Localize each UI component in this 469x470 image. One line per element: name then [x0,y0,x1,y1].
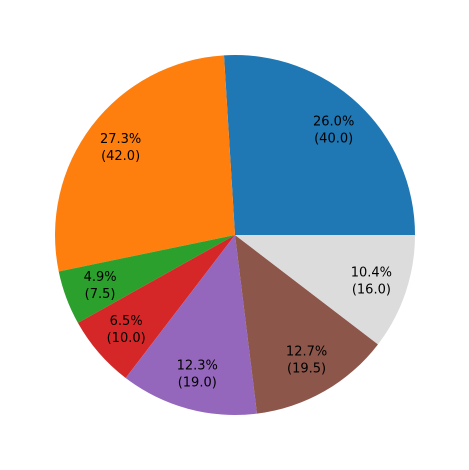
slice-percent-label-0: 26.0% [313,115,354,130]
slice-value-label-6: (16.0) [352,283,391,298]
slice-percent-label-6: 10.4% [351,266,392,281]
pie-slice-6 [235,235,415,345]
pie-slice-5 [235,235,378,414]
slice-value-label-1: (42.0) [101,149,140,164]
slice-percent-label-5: 12.7% [286,344,327,359]
slice-value-label-5: (19.5) [287,361,326,376]
labels-layer: 26.0% (40.0) 27.3% (42.0) 4.9% (7.5) 6.5% (10.0… [84,115,392,391]
slice-value-label-4: (19.0) [178,375,217,390]
pie-slice-3 [77,235,235,378]
slice-value-label-0: (40.0) [314,132,353,147]
slice-percent-label-1: 27.3% [100,132,141,147]
slice-percent-label-2: 4.9% [84,270,117,285]
slice-percent-label-4: 12.3% [177,358,218,373]
slice-value-label-3: (10.0) [107,331,146,346]
slice-value-label-2: (7.5) [85,287,116,302]
pie-slice-2 [58,235,236,323]
slices-layer [54,55,415,415]
pie-slice-1 [54,55,235,272]
pie-slice-4 [125,235,257,415]
pie-slice-0 [223,55,415,236]
slice-percent-label-3: 6.5% [110,314,143,329]
